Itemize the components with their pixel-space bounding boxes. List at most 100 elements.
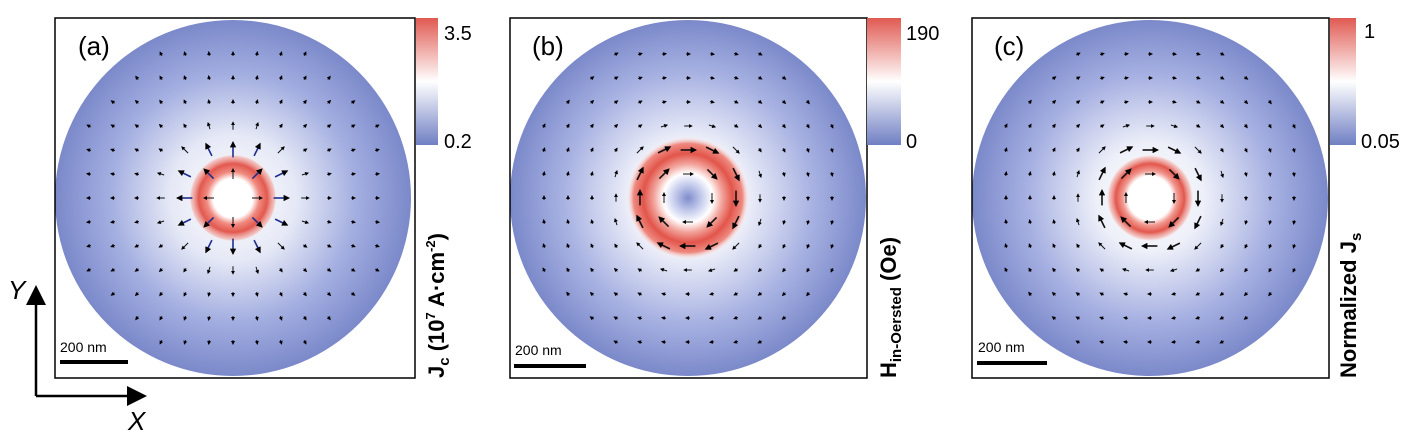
vector-arrow xyxy=(1291,171,1296,177)
vector-arrow xyxy=(757,267,763,273)
vector-arrow xyxy=(303,148,308,153)
vector-arrow xyxy=(278,123,283,128)
vector-arrow xyxy=(159,316,164,321)
vector-arrow xyxy=(1195,339,1201,344)
colorbar-min: 0.05 xyxy=(1361,131,1400,153)
vector-arrow xyxy=(86,243,92,248)
vector-arrow xyxy=(301,220,310,224)
vector-arrow xyxy=(1028,243,1033,249)
vector-arrow xyxy=(1120,168,1132,180)
vector-arrow xyxy=(351,124,356,129)
vector-arrow xyxy=(301,172,310,176)
vector-arrow xyxy=(1194,167,1202,182)
vector-arrow xyxy=(709,99,715,104)
vector-arrow xyxy=(541,171,546,177)
vector-arrow xyxy=(613,100,619,105)
vector-arrow xyxy=(1268,243,1273,249)
vector-arrow xyxy=(1169,268,1178,272)
vector-arrow xyxy=(134,148,140,153)
vector-arrow xyxy=(183,268,188,273)
vector-arrow xyxy=(637,292,643,297)
vector-arrow xyxy=(327,267,332,272)
vector-arrow xyxy=(1195,315,1201,320)
vector-arrow xyxy=(251,168,263,180)
vector-arrow xyxy=(614,76,619,81)
colorbar-min: 0 xyxy=(906,131,917,153)
panel-c: (c) 200 nm 1 0.05 Normalized Js xyxy=(971,17,1400,379)
vector-arrow xyxy=(134,99,140,105)
vector-arrow xyxy=(637,316,643,321)
vector-arrow xyxy=(636,214,644,229)
vector-arrow xyxy=(709,291,715,296)
vector-arrow xyxy=(183,75,188,81)
vector-arrow xyxy=(1099,100,1105,105)
vector-arrow xyxy=(1170,124,1179,128)
scale-bar-label: 200 nm xyxy=(515,342,562,358)
vector-arrow xyxy=(1075,267,1081,273)
vector-arrow xyxy=(110,172,116,177)
vector-arrow xyxy=(1051,123,1056,129)
vector-arrow xyxy=(183,51,188,57)
colorbar-min: 0.2 xyxy=(444,131,472,153)
vector-arrow xyxy=(1051,316,1057,321)
vector-arrow xyxy=(757,148,762,153)
vector-arrow xyxy=(1027,171,1032,177)
vector-arrow xyxy=(350,219,356,224)
vector-arrow xyxy=(757,315,762,320)
vector-arrow xyxy=(1027,123,1032,128)
vector-arrow xyxy=(86,172,92,177)
vector-arrow xyxy=(757,123,763,129)
vector-arrow xyxy=(637,340,643,345)
vector-arrow xyxy=(589,123,594,129)
vector-arrow xyxy=(326,172,332,177)
panel-frame xyxy=(54,17,416,379)
vector-arrow xyxy=(1051,99,1057,105)
y-axis-label: Y xyxy=(8,275,27,305)
vector-arrow xyxy=(1171,315,1177,320)
vector-arrow xyxy=(542,219,547,225)
vector-arrow xyxy=(661,76,667,81)
vector-arrow xyxy=(638,124,643,129)
axis-indicator: Y X xyxy=(8,275,147,436)
vector-arrow xyxy=(1168,168,1180,180)
vector-arrow xyxy=(302,75,307,80)
vector-arrow xyxy=(1121,268,1130,272)
vector-arrow xyxy=(661,52,667,57)
colorbar-title: Jc (107 A·cm-2) xyxy=(423,233,453,378)
colorbar-title: Normalized Js xyxy=(1336,233,1365,378)
vector-arrow xyxy=(1171,339,1177,344)
vector-arrow xyxy=(86,219,92,224)
vector-arrow xyxy=(1003,171,1008,177)
vector-arrow xyxy=(757,291,763,296)
vector-arrow xyxy=(326,291,332,297)
vector-arrow xyxy=(251,216,263,228)
vector-arrow xyxy=(159,99,164,105)
vector-arrow xyxy=(1267,147,1272,153)
vector-arrow xyxy=(661,316,667,321)
vector-arrow xyxy=(706,168,718,180)
vector-arrow xyxy=(1267,124,1272,129)
vector-arrow xyxy=(1219,148,1224,153)
vector-arrow xyxy=(613,123,619,129)
vector-arrow xyxy=(277,242,285,250)
vector-arrow xyxy=(829,123,834,129)
vector-arrow xyxy=(207,75,212,81)
vector-arrow xyxy=(183,123,188,128)
vector-arrow xyxy=(589,147,594,153)
vector-arrow xyxy=(757,99,763,104)
vector-arrow xyxy=(1268,219,1273,225)
vector-arrow xyxy=(1219,339,1225,344)
vector-arrow xyxy=(203,168,215,180)
vector-arrow xyxy=(274,218,289,226)
vector-field xyxy=(86,51,380,345)
vector-arrow xyxy=(1099,268,1104,273)
vector-arrow xyxy=(1123,100,1129,105)
scale-bar-label: 200 nm xyxy=(60,339,107,355)
vector-arrow xyxy=(589,76,595,81)
vector-arrow xyxy=(326,148,332,153)
vector-arrow xyxy=(1075,52,1081,57)
vector-arrow xyxy=(159,339,164,345)
vector-arrow xyxy=(327,124,332,129)
vector-arrow xyxy=(1051,76,1057,81)
vector-arrow xyxy=(158,243,163,248)
